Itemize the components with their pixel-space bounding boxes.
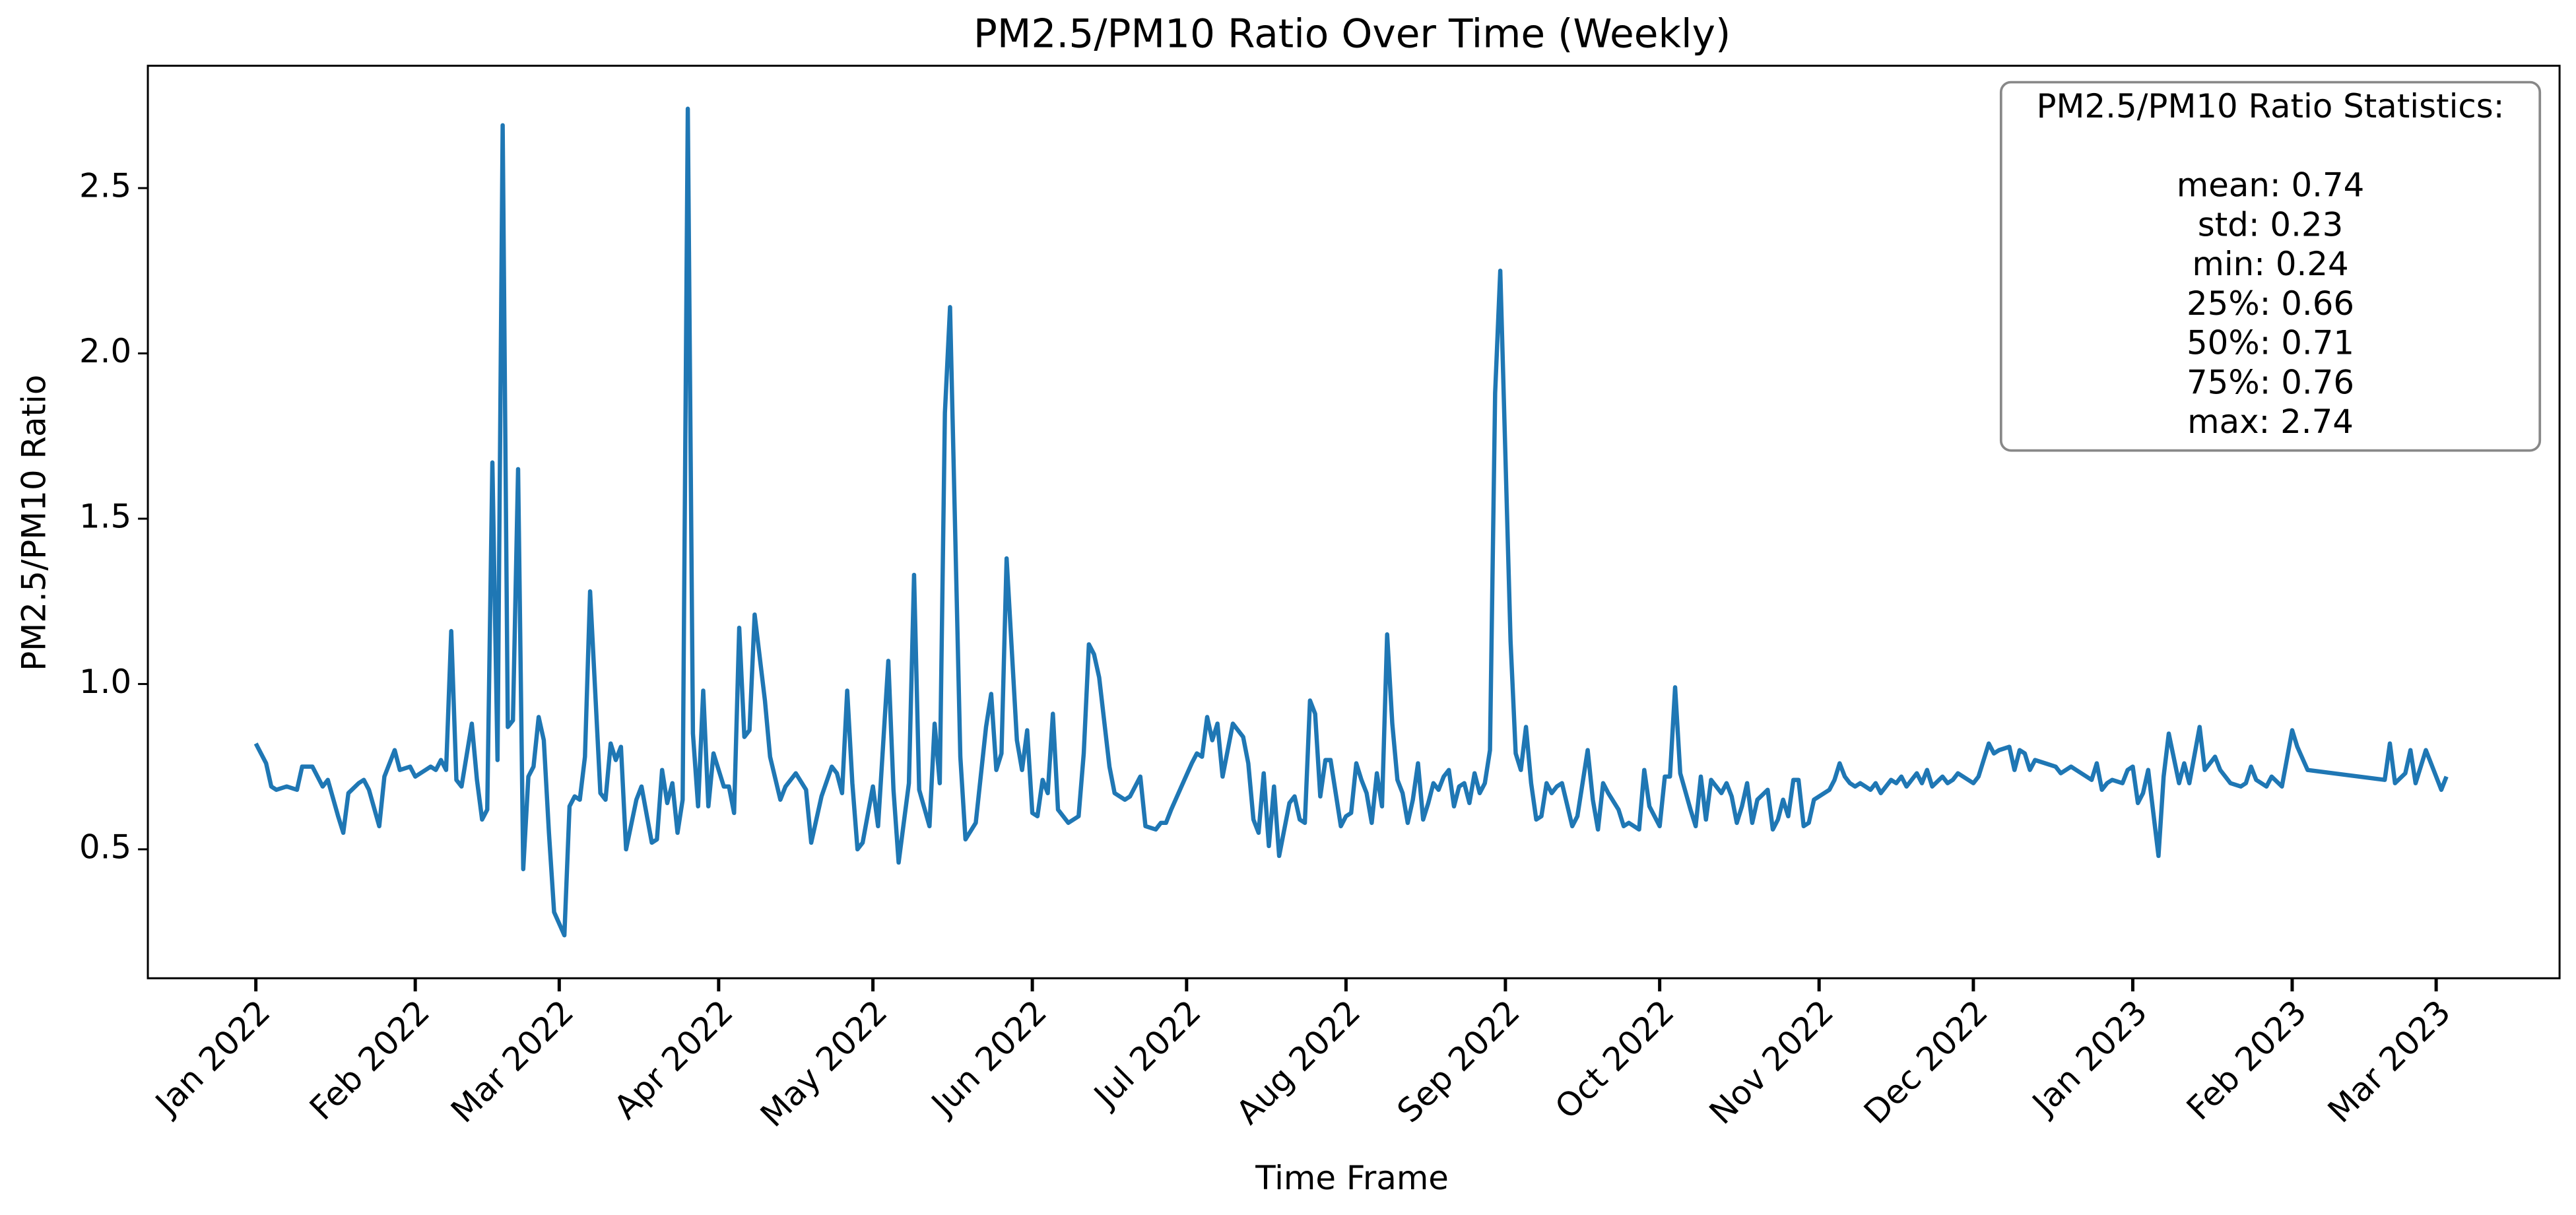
- stats-box-frame: [1999, 81, 2542, 452]
- stats-line: min: 0.24: [2192, 245, 2348, 283]
- stats-line: 75%: 0.76: [2187, 363, 2354, 401]
- stats-line: mean: 0.74: [2177, 166, 2365, 204]
- y-tick-label: 1.5: [79, 497, 131, 535]
- stats-line: 50%: 0.71: [2187, 324, 2354, 362]
- data-line: [253, 106, 2449, 938]
- x-tick-label: Aug 2022: [1229, 993, 1368, 1132]
- x-tick-label: Feb 2023: [2179, 993, 2314, 1127]
- x-tick-label: Jan 2022: [147, 993, 277, 1123]
- stats-line: std: 0.23: [2198, 205, 2343, 244]
- x-tick-label: May 2022: [753, 993, 895, 1134]
- y-tick-label: 0.5: [79, 828, 131, 866]
- x-tick-label: Oct 2022: [1548, 993, 1682, 1127]
- x-tick-label: Jun 2022: [923, 993, 1054, 1124]
- x-tick-label: Feb 2022: [302, 993, 437, 1127]
- stats-line: max: 2.74: [2187, 403, 2354, 441]
- plot-frame: [147, 65, 2561, 979]
- x-tick-label: Apr 2022: [607, 993, 741, 1127]
- x-axis-label: Time Frame: [1255, 1159, 1449, 1197]
- x-tick-label: Sep 2022: [1390, 993, 1527, 1130]
- x-tick-label: Dec 2022: [1857, 993, 1995, 1131]
- y-tick-label: 1.0: [79, 663, 131, 701]
- stats-box: PM2.5/PM10 Ratio Statistics: mean: 0.74s…: [1999, 81, 2542, 452]
- x-tick-label: Nov 2022: [1702, 993, 1841, 1132]
- x-tick-label: Mar 2022: [444, 993, 581, 1130]
- y-tick-label: 2.0: [79, 332, 131, 370]
- y-axis-label: PM2.5/PM10 Ratio: [15, 375, 53, 671]
- x-tick-label: Jan 2023: [2024, 993, 2154, 1123]
- chart-title: PM2.5/PM10 Ratio Over Time (Weekly): [974, 11, 1731, 57]
- x-tick-label: Mar 2023: [2321, 993, 2458, 1130]
- x-tick-label: Jul 2022: [1085, 993, 1208, 1115]
- stats-line: 25%: 0.66: [2187, 284, 2354, 323]
- plot-area: [253, 106, 2449, 938]
- y-tick-label: 2.5: [79, 166, 131, 205]
- stats-title: PM2.5/PM10 Ratio Statistics:: [2037, 87, 2505, 125]
